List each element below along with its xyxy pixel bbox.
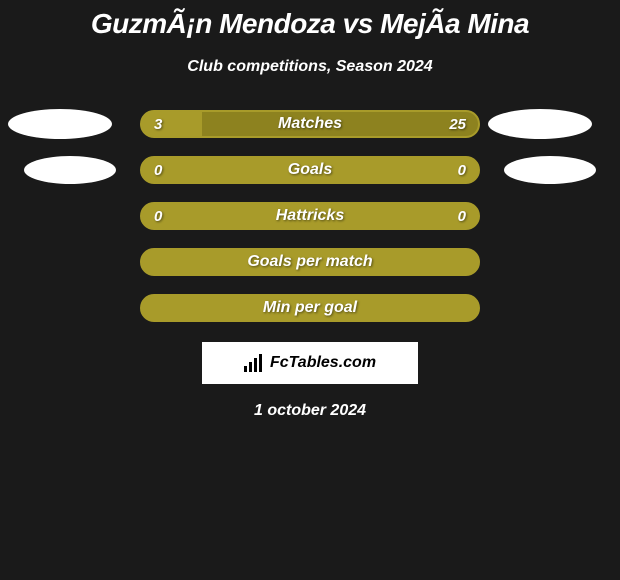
bar-right-value: 25 <box>449 116 466 133</box>
bar-right-value: 0 <box>458 162 466 179</box>
stat-row-matches: 3 Matches 25 <box>0 110 620 138</box>
bar-label: Goals <box>288 161 332 179</box>
stat-rows: 3 Matches 25 0 Goals 0 0 Ha <box>0 110 620 322</box>
subtitle: Club competitions, Season 2024 <box>187 58 432 76</box>
date: 1 october 2024 <box>254 402 366 420</box>
logo-chart-icon <box>244 354 264 372</box>
avatar-left-1 <box>24 156 116 184</box>
bar-label: Goals per match <box>247 253 372 271</box>
bar-hattricks: 0 Hattricks 0 <box>140 202 480 230</box>
bar-left-value: 0 <box>154 208 162 225</box>
stat-row-min-per-goal: Min per goal <box>0 294 620 322</box>
infographic-root: GuzmÃ¡n Mendoza vs MejÃ­a Mina Club comp… <box>0 0 620 420</box>
bar-min-per-goal: Min per goal <box>140 294 480 322</box>
bar-left-value: 0 <box>154 162 162 179</box>
avatar-right-0 <box>488 109 592 139</box>
bar-goals: 0 Goals 0 <box>140 156 480 184</box>
bar-right-value: 0 <box>458 208 466 225</box>
logo-text: FcTables.com <box>270 354 376 372</box>
bar-label: Hattricks <box>276 207 344 225</box>
page-title: GuzmÃ¡n Mendoza vs MejÃ­a Mina <box>91 8 529 40</box>
stat-row-goals-per-match: Goals per match <box>0 248 620 276</box>
stat-row-hattricks: 0 Hattricks 0 <box>0 202 620 230</box>
stat-row-goals: 0 Goals 0 <box>0 156 620 184</box>
bar-label: Matches <box>278 115 342 133</box>
bar-label: Min per goal <box>263 299 357 317</box>
avatar-left-0 <box>8 109 112 139</box>
fctables-logo: FcTables.com <box>202 342 418 384</box>
avatar-right-1 <box>504 156 596 184</box>
bar-matches: 3 Matches 25 <box>140 110 480 138</box>
bar-left-value: 3 <box>154 116 162 133</box>
bar-goals-per-match: Goals per match <box>140 248 480 276</box>
